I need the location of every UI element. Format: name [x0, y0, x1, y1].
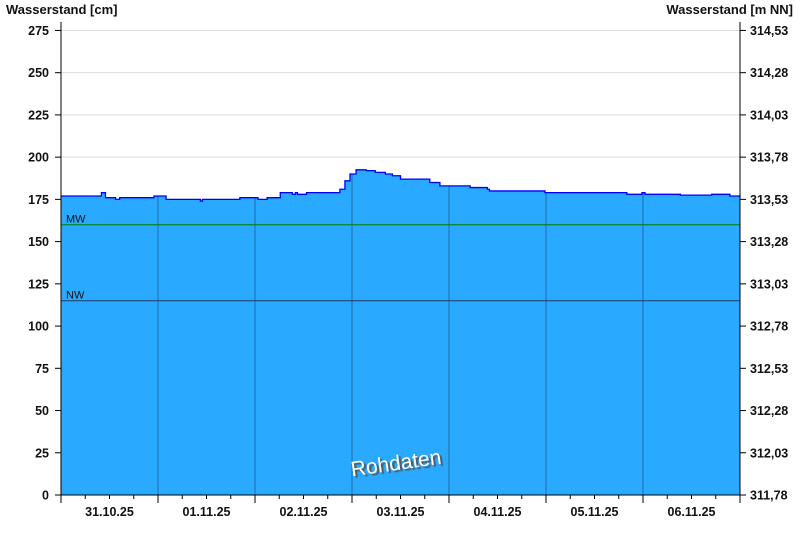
- x-tick-label: 02.11.25: [280, 505, 328, 519]
- right-tick-label: 313,78: [750, 151, 788, 165]
- left-tick-label: 0: [42, 489, 49, 503]
- left-tick-label: 175: [28, 193, 49, 207]
- x-tick-label: 03.11.25: [377, 505, 425, 519]
- left-tick-label: 100: [28, 320, 49, 334]
- x-tick-label: 05.11.25: [571, 505, 619, 519]
- right-tick-label: 314,03: [750, 108, 788, 122]
- left-tick-label: 50: [35, 404, 49, 418]
- x-tick-label: 04.11.25: [474, 505, 522, 519]
- left-tick-label: 225: [28, 108, 49, 122]
- right-tick-label: 313,53: [750, 193, 788, 207]
- left-tick-label: 150: [28, 235, 49, 249]
- right-tick-label: 312,28: [750, 404, 788, 418]
- right-tick-label: 312,53: [750, 362, 788, 376]
- right-tick-label: 314,28: [750, 66, 788, 80]
- x-tick-label: 31.10.25: [85, 505, 134, 519]
- right-axis-title: Wasserstand [m NN]: [666, 2, 793, 17]
- water-level-area: [61, 169, 740, 495]
- right-tick-label: 314,53: [750, 24, 788, 38]
- right-tick-label: 313,03: [750, 277, 788, 291]
- right-tick-label: 312,03: [750, 446, 788, 460]
- left-tick-label: 125: [28, 277, 49, 291]
- right-tick-label: 312,78: [750, 320, 788, 334]
- reference-label-nw: NW: [66, 290, 85, 302]
- x-tick-label: 06.11.25: [668, 505, 716, 519]
- left-tick-label: 250: [28, 66, 49, 80]
- right-tick-label: 313,28: [750, 235, 788, 249]
- water-level-line: [61, 169, 741, 202]
- x-tick-label: 01.11.25: [183, 505, 231, 519]
- left-tick-label: 200: [28, 151, 49, 165]
- left-tick-label: 275: [28, 24, 49, 38]
- left-tick-label: 25: [35, 446, 49, 460]
- reference-label-mw: MW: [66, 214, 86, 226]
- left-axis-title: Wasserstand [cm]: [6, 2, 118, 17]
- right-tick-label: 311,78: [750, 489, 788, 503]
- left-tick-label: 75: [35, 362, 49, 376]
